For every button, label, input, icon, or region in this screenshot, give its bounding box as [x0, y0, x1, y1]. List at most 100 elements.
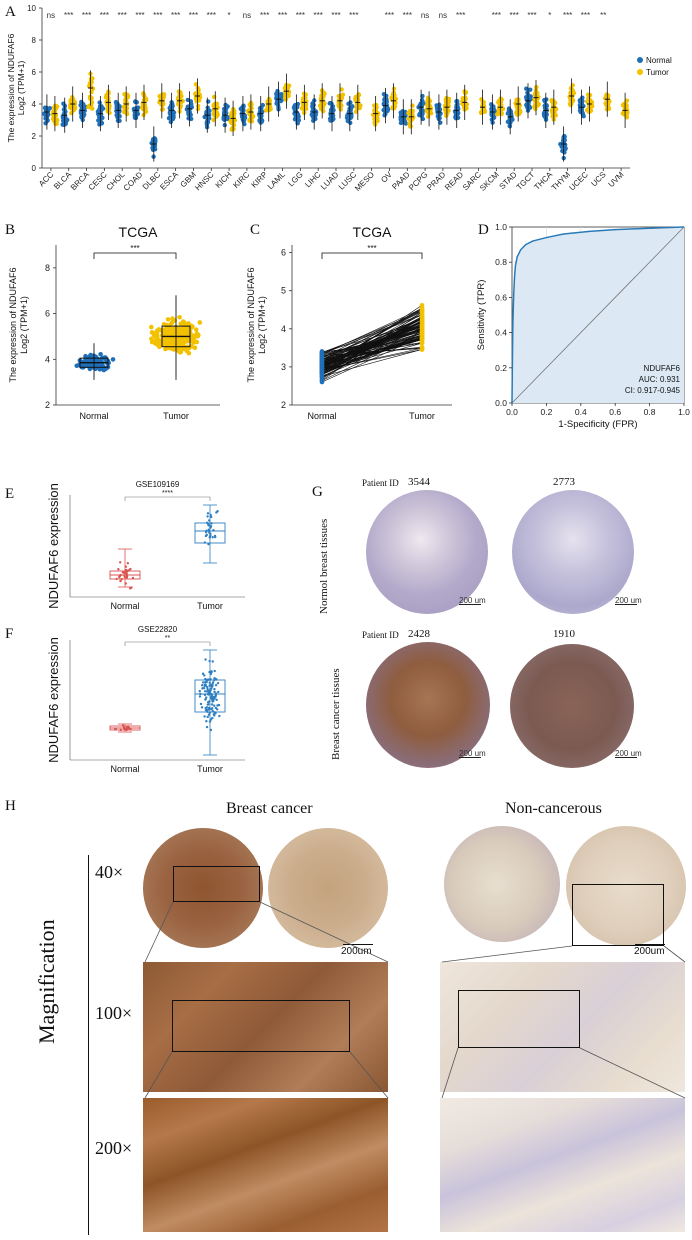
paired-line — [321, 326, 423, 360]
point-tumor — [195, 103, 201, 109]
significance-label: ** — [165, 635, 171, 642]
scale-bar-g1 — [459, 604, 481, 605]
point — [216, 708, 219, 711]
point-tumor — [90, 106, 95, 111]
ihc-nc-200x — [440, 1098, 685, 1232]
ihc-bc-100x — [143, 962, 388, 1092]
significance-label: ** — [600, 11, 606, 20]
y-tick-label: 4 — [45, 354, 50, 364]
scale-bar-g3 — [459, 757, 481, 758]
point-tumor — [589, 100, 595, 105]
point-tumor — [372, 112, 378, 117]
ihc-bc-200x — [143, 1098, 388, 1232]
row-label-normal: Normol breast tissues — [318, 518, 330, 614]
point — [206, 515, 209, 518]
point-tumor — [154, 331, 160, 336]
point-tumor — [303, 100, 308, 106]
significance-label: * — [548, 11, 551, 20]
point-tumor — [372, 117, 378, 122]
point-tumor — [515, 112, 520, 117]
point-tumor — [393, 100, 398, 105]
patient-id-2773: 2773 — [553, 476, 575, 488]
point — [207, 713, 211, 716]
point-tumor — [211, 117, 216, 123]
point-tumor — [390, 105, 395, 110]
point-tumor — [426, 114, 431, 119]
point — [119, 579, 122, 583]
point — [209, 524, 213, 528]
patient-id-label-top: Patient ID — [362, 478, 399, 488]
point — [125, 576, 129, 579]
point-tumor — [268, 106, 273, 112]
point-tumor — [87, 95, 93, 100]
point-normal — [79, 362, 85, 367]
patient-id-label-bottom: Patient ID — [362, 630, 399, 640]
paired-line — [321, 329, 423, 364]
chart-title: GSE22820 — [138, 625, 178, 634]
scale-text-g3: 200 um — [459, 749, 486, 758]
point-tumor — [194, 339, 200, 345]
y-tick-label: 8 — [45, 263, 50, 273]
point — [208, 531, 211, 534]
point-tumor — [409, 116, 415, 122]
point-tumor — [213, 114, 218, 119]
point — [124, 565, 128, 568]
x-tick-label: ESCA — [158, 170, 180, 192]
point-tumor — [585, 99, 590, 104]
point-normal — [330, 117, 335, 123]
point — [214, 711, 217, 715]
point — [214, 695, 217, 698]
significance-label: *** — [492, 11, 501, 20]
point — [216, 510, 219, 513]
point-tumor — [170, 327, 176, 332]
roc-annotation: NDUFAF6 — [644, 364, 681, 373]
point — [117, 568, 120, 571]
point — [213, 677, 216, 680]
point-normal — [259, 105, 264, 110]
point-tumor — [584, 107, 590, 113]
x-tick-label: 0.2 — [540, 407, 552, 417]
point-normal — [319, 378, 325, 383]
point — [206, 685, 209, 689]
y-axis-label-line1: The expression of NDUFAF6 — [8, 267, 18, 382]
y-axis-label: NDUFAF6 expression — [46, 637, 61, 763]
point-tumor — [338, 107, 344, 112]
paired-line — [321, 341, 423, 365]
x-tick-label: UCEC — [567, 170, 590, 193]
significance-label: **** — [162, 490, 173, 497]
y-tick-label: 1.0 — [495, 222, 507, 232]
x-tick-label: UCS — [589, 170, 607, 188]
point-normal — [274, 92, 279, 97]
point-tumor — [263, 108, 269, 113]
point-tumor — [249, 119, 255, 124]
col-label-non-cancerous: Non-cancerous — [505, 800, 602, 817]
point-normal — [100, 106, 106, 111]
paired-line — [321, 332, 423, 381]
x-tick-label: 0.4 — [575, 407, 587, 417]
chart-f: GSE22820 NDUFAF6 expression Normal Tumor ** — [46, 625, 245, 774]
point — [209, 672, 213, 676]
chart-e: GSE109169 NDUFAF6 expression Normal Tumor **… — [46, 480, 245, 611]
significance-label: *** — [581, 11, 590, 20]
ihc-core-cancer-2428 — [366, 642, 490, 768]
point-tumor — [419, 318, 425, 323]
point-tumor — [419, 346, 425, 351]
point-tumor — [178, 340, 184, 345]
point-normal — [319, 351, 325, 356]
point — [207, 703, 210, 706]
point-tumor — [195, 106, 201, 112]
point — [205, 681, 208, 684]
point-tumor — [50, 116, 56, 122]
point — [217, 690, 220, 694]
point — [121, 571, 125, 574]
point — [114, 727, 117, 731]
x-tick-label: BRCA — [69, 170, 92, 193]
scale-bar-h1 — [343, 944, 373, 945]
scale-text-h1: 200um — [341, 946, 372, 957]
point-tumor — [390, 92, 396, 97]
significance-label: *** — [510, 11, 519, 20]
paired-line — [321, 310, 423, 354]
magnification-axis — [88, 855, 89, 1235]
point-tumor — [391, 86, 397, 91]
point — [198, 695, 202, 698]
